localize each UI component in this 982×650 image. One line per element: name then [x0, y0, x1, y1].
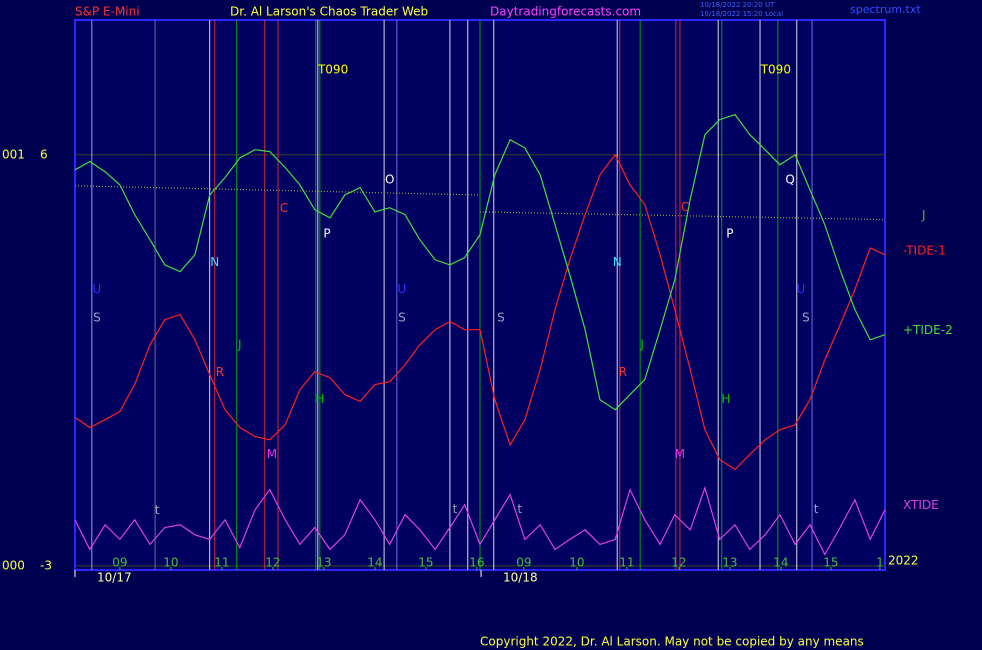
timestamp: 10/18/2022 20:20 UT: [700, 1, 775, 9]
annotation: C: [681, 200, 689, 214]
x-tick-label: 09: [112, 556, 127, 570]
x-tick-label: 14: [367, 556, 382, 570]
annotation: R: [619, 365, 627, 379]
annotation: S: [398, 310, 406, 324]
x-tick-label: 11: [619, 556, 634, 570]
x-tick-label: 1: [876, 556, 884, 570]
annotation: H: [721, 392, 730, 406]
y-tick-label: -3: [40, 558, 52, 572]
annotation: t: [155, 503, 160, 517]
timestamp: 10/18/2022 15:20 Local: [700, 10, 783, 18]
year: 2022: [888, 554, 919, 568]
annotation: P: [726, 226, 733, 240]
annotation: Q: [785, 172, 794, 186]
annotation: O: [385, 172, 394, 186]
annotation: H: [315, 392, 324, 406]
x-tick-label: 11: [214, 556, 229, 570]
annotation: S: [802, 310, 810, 324]
legend-label: XTIDE: [903, 498, 939, 512]
date-label: 10/17: [97, 571, 132, 585]
annotation: N: [613, 255, 622, 269]
x-tick-label: 15: [418, 556, 433, 570]
x-tick-label: 16: [469, 556, 484, 570]
annotation: t: [453, 502, 458, 516]
annotation: U: [93, 282, 102, 296]
annotation: J: [237, 337, 242, 351]
instrument: S&P E-Mini: [75, 5, 140, 19]
annotation: C: [280, 201, 288, 215]
annotation: t: [517, 502, 522, 516]
x-tick-label: 15: [823, 556, 838, 570]
annotation: M: [267, 447, 277, 461]
x-tick-label: 10: [569, 556, 584, 570]
annotation: U: [796, 282, 805, 296]
file-name: spectrum.txt: [850, 3, 921, 16]
annotation: M: [675, 447, 685, 461]
copyright: Copyright 2022, Dr. Al Larson. May not b…: [480, 635, 864, 649]
x-tick-label: 12: [265, 556, 280, 570]
annotation: S: [497, 310, 505, 324]
x-tick-label: 09: [516, 556, 531, 570]
legend-label: J: [921, 208, 926, 222]
annotation: S: [93, 310, 101, 324]
annotation: J: [639, 337, 644, 351]
x-tick-label: 13: [316, 556, 331, 570]
series-line: [74, 113, 886, 411]
annotation: T090: [317, 62, 348, 76]
legend-label: +TIDE-2: [903, 323, 953, 337]
x-tick-label: 14: [773, 556, 788, 570]
series-line: [74, 153, 886, 471]
y-left-label: 001: [2, 147, 25, 161]
annotation: t: [814, 502, 819, 516]
chart-title: Dr. Al Larson's Chaos Trader Web: [230, 5, 428, 19]
x-tick-label: 12: [671, 556, 686, 570]
site: Daytradingforecasts.com: [490, 5, 641, 19]
date-label: 10/18: [503, 571, 538, 585]
y-left-label: 000: [2, 558, 25, 572]
series-line: [74, 485, 886, 556]
annotation: R: [216, 365, 224, 379]
y-tick-label: 6: [40, 147, 48, 161]
annotation: P: [323, 226, 330, 240]
x-tick-label: 10: [163, 556, 178, 570]
annotation: U: [398, 282, 407, 296]
annotation: T090: [760, 62, 791, 76]
annotation: N: [210, 255, 219, 269]
legend-label: -TIDE-1: [903, 243, 946, 257]
x-tick-label: 13: [722, 556, 737, 570]
